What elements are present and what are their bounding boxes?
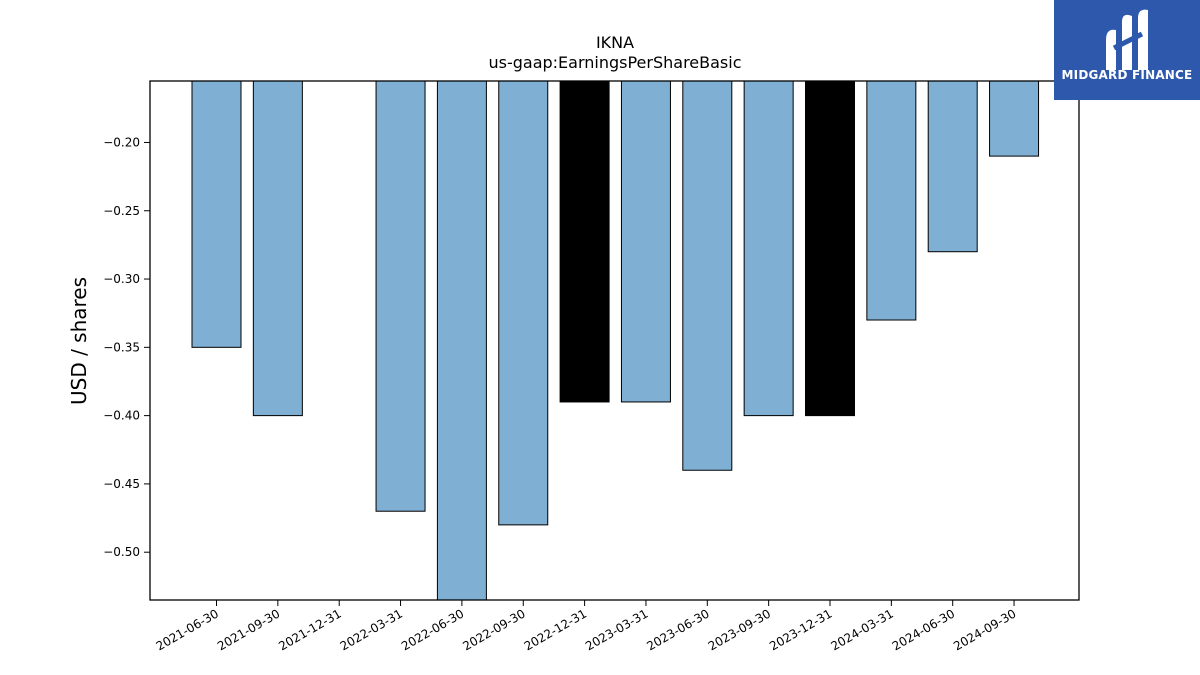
midgard-logo-icon (1106, 9, 1148, 70)
brand-logo: MIDGARD FINANCE (1054, 0, 1200, 100)
x-tick-label: 2022-06-30 (399, 606, 466, 653)
bar-2024-03-31 (866, 80, 917, 321)
bar-2021-06-30 (191, 80, 242, 348)
x-tick-label: 2024-09-30 (951, 606, 1018, 653)
bars-group (191, 80, 1040, 601)
bar-2024-09-30 (989, 80, 1040, 157)
x-tick-label: 2024-03-31 (828, 606, 895, 653)
bar-2022-12-31 (559, 80, 610, 403)
x-tick-label: 2023-09-30 (706, 606, 773, 653)
x-tick-label: 2022-03-31 (338, 606, 405, 653)
bar-2023-06-30 (682, 80, 733, 471)
chart-subtitle: us-gaap:EarningsPerShareBasic (488, 53, 741, 72)
y-tick-label: −0.35 (103, 340, 140, 354)
x-tick-label: 2022-09-30 (460, 606, 527, 653)
bar-2023-03-31 (620, 80, 671, 403)
x-tick-label: 2022-12-31 (522, 606, 589, 653)
bar-2022-03-31 (375, 80, 426, 512)
bar-2024-06-30 (927, 80, 978, 253)
x-tick-label: 2021-06-30 (154, 606, 221, 653)
y-tick-label: −0.40 (103, 409, 140, 423)
bar-2023-12-31 (805, 80, 855, 417)
x-tick-label: 2023-12-31 (767, 606, 834, 653)
bar-2022-09-30 (498, 80, 549, 526)
y-axis-label: USD / shares (67, 277, 91, 405)
y-tick-label: −0.20 (103, 135, 140, 149)
y-tick-label: −0.30 (103, 272, 140, 286)
x-axis: 2021-06-302021-09-302021-12-312022-03-31… (154, 600, 1019, 653)
x-tick-label: 2021-09-30 (215, 606, 282, 653)
chart-title: IKNA (596, 33, 634, 52)
y-axis: −0.20 −0.25 −0.30 −0.35 −0.40 −0.45 −0.50 (103, 135, 150, 559)
bar-2023-09-30 (743, 80, 794, 417)
brand-logo-text: MIDGARD FINANCE (1061, 68, 1193, 82)
x-tick-label: 2021-12-31 (276, 606, 343, 653)
bar-2021-09-30 (252, 80, 303, 417)
x-tick-label: 2023-06-30 (644, 606, 711, 653)
y-tick-label: −0.25 (103, 204, 140, 218)
x-tick-label: 2024-06-30 (890, 606, 957, 653)
plot-frame (149, 80, 1080, 601)
bar-2022-06-30 (436, 80, 487, 601)
x-tick-label: 2023-03-31 (583, 606, 650, 653)
y-tick-label: −0.45 (103, 477, 140, 491)
y-tick-label: −0.50 (103, 545, 140, 559)
